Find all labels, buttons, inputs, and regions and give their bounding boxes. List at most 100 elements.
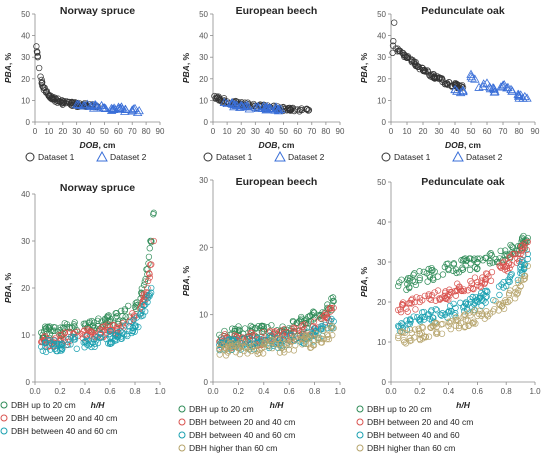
data-point: [43, 88, 51, 95]
data-point: [446, 320, 453, 327]
x-tick-label: 0: [211, 127, 216, 136]
data-point: [145, 260, 152, 267]
data-point: [51, 337, 58, 344]
data-point: [447, 288, 454, 296]
data-point: [63, 323, 71, 331]
data-point: [321, 321, 329, 329]
legend-marker-circle: [178, 418, 186, 426]
x-tick-label: 0: [389, 127, 394, 136]
data-point: [37, 73, 44, 80]
y-tick-label: 50: [377, 10, 386, 19]
chart-title: Pedunculate oak: [421, 5, 505, 17]
data-point: [252, 325, 259, 332]
data-point: [507, 86, 517, 95]
data-point: [475, 295, 483, 302]
data-point: [46, 346, 54, 353]
data-point: [95, 315, 102, 322]
y-axis-label-unit: , %: [3, 272, 13, 285]
data-point: [458, 85, 468, 94]
x-tick-label: 0.6: [472, 387, 484, 396]
data-point: [325, 333, 332, 340]
data-point: [150, 211, 157, 218]
data-point: [453, 287, 460, 295]
data-point: [486, 260, 494, 267]
data-point: [432, 320, 439, 327]
data-point: [56, 331, 63, 339]
x-tick-label: 60: [483, 127, 492, 136]
y-tick-label: 40: [21, 190, 30, 199]
x-tick-label: 0.2: [414, 387, 426, 396]
data-point: [263, 341, 270, 348]
data-point: [433, 328, 440, 336]
data-point: [432, 297, 439, 304]
x-tick-label: 0.4: [258, 387, 270, 396]
data-point: [439, 271, 447, 278]
x-tick-label: 0.8: [129, 387, 141, 396]
data-point: [310, 308, 317, 315]
data-point: [217, 340, 225, 348]
data-point: [487, 277, 495, 284]
data-point: [466, 266, 474, 274]
data-point: [499, 79, 509, 89]
legend-marker-circle: [381, 152, 391, 162]
data-point: [460, 287, 468, 295]
y-axis-label: PBA, %: [3, 272, 13, 303]
data-point: [317, 315, 324, 322]
data-point: [412, 281, 420, 289]
data-point: [51, 327, 58, 334]
data-point: [478, 79, 489, 88]
data-point: [395, 334, 402, 342]
y-tick-label: 40: [21, 32, 30, 41]
data-point: [522, 236, 529, 244]
data-point: [254, 334, 261, 342]
x-tick-label: 60: [114, 127, 123, 136]
data-point: [50, 340, 57, 347]
data-point: [36, 64, 43, 72]
x-tick-label: 40: [451, 127, 460, 136]
data-point: [427, 308, 435, 315]
panel-4: Norway spruce 0.0 0.2 0.4 0.6 0.8 1.0 0 10 20 30 40…: [0, 182, 166, 436]
data-point: [470, 257, 477, 264]
data-point: [53, 347, 60, 355]
x-tick-label: 1.0: [334, 387, 346, 396]
series-4: [216, 322, 337, 359]
data-point: [244, 104, 254, 113]
data-point: [221, 327, 228, 335]
x-axis-label: h/H: [91, 400, 106, 410]
y-tick-label: 0: [382, 378, 387, 387]
y-tick-label: 50: [199, 10, 208, 19]
data-point: [38, 80, 45, 87]
data-point: [438, 75, 445, 82]
data-point: [220, 95, 228, 102]
data-point: [329, 332, 336, 339]
data-point: [259, 328, 266, 336]
data-point: [427, 324, 435, 332]
data-point: [414, 63, 421, 70]
data-point: [101, 322, 108, 330]
data-point: [87, 327, 94, 335]
x-tick-label: 80: [142, 127, 151, 136]
data-point: [33, 48, 41, 55]
data-point: [310, 338, 317, 345]
data-point: [518, 243, 525, 250]
data-point: [147, 237, 154, 245]
data-point: [58, 345, 65, 352]
data-point: [298, 313, 305, 321]
y-tick-label: 0: [382, 118, 387, 127]
y-tick-label: 10: [21, 96, 30, 105]
data-point: [320, 327, 327, 334]
data-point: [285, 346, 293, 353]
legend: DBH up to 20 cm DBH between 20 and 40 cm D…: [0, 400, 117, 436]
x-tick-label: 70: [499, 127, 508, 136]
legend-label: DBH up to 20 cm: [11, 400, 76, 410]
data-point: [141, 297, 148, 304]
data-point: [113, 102, 124, 111]
y-axis-label-unit: , %: [359, 266, 369, 279]
data-point: [148, 289, 155, 296]
data-point: [461, 324, 468, 331]
data-point: [218, 98, 225, 105]
data-point: [260, 325, 268, 333]
data-point: [403, 54, 411, 61]
x-axis-label: DOB, cm: [259, 140, 295, 150]
data-point: [431, 289, 438, 296]
